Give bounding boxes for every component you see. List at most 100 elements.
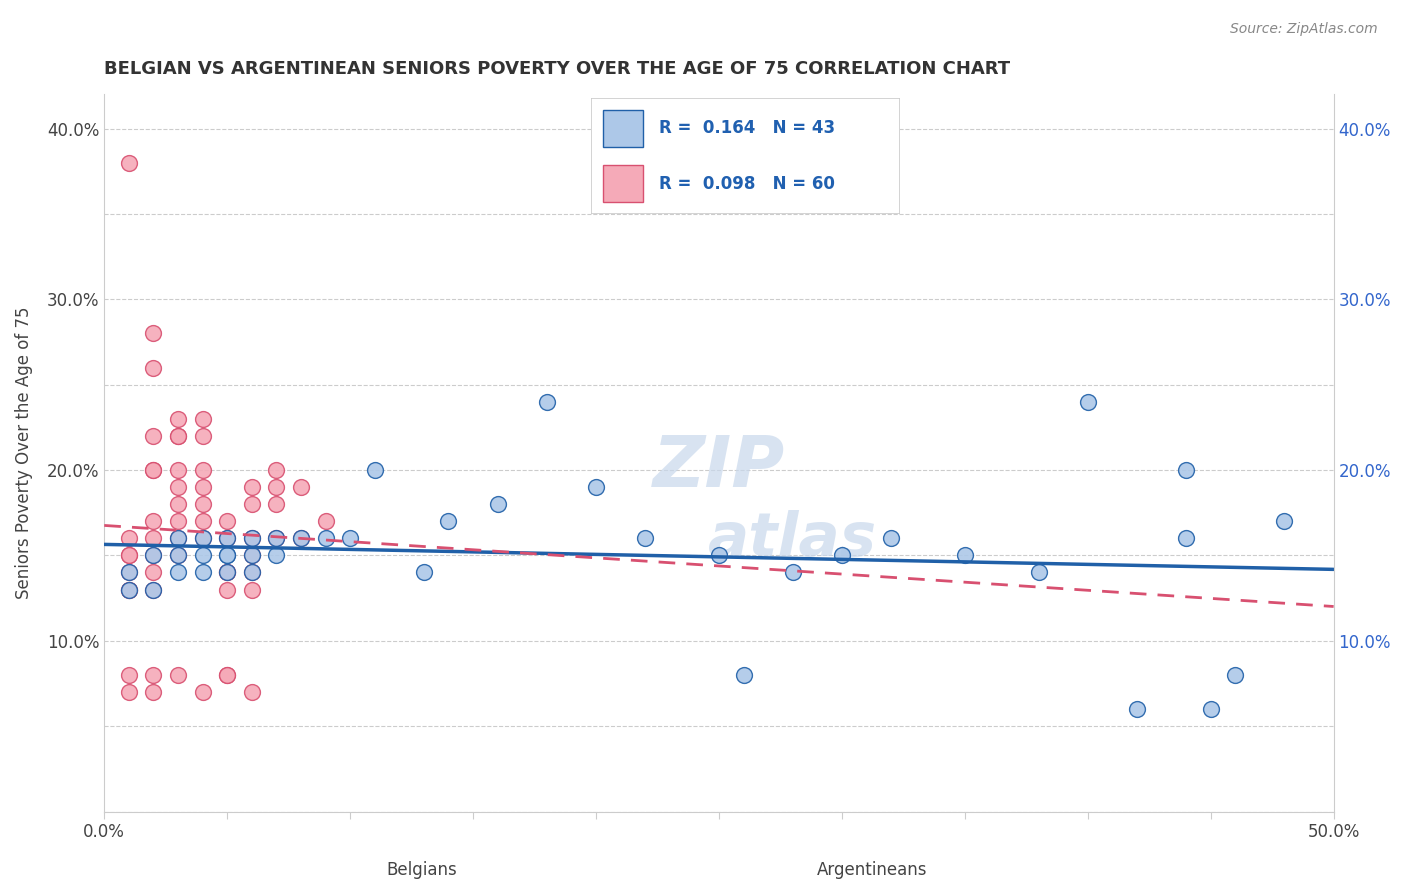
Point	[217, 549, 239, 563]
Point	[290, 480, 312, 494]
Bar	[603, 110, 643, 147]
Point	[953, 549, 976, 563]
Point	[167, 532, 190, 546]
Point	[240, 480, 263, 494]
Point	[782, 566, 804, 580]
Point	[142, 326, 165, 341]
Point	[118, 549, 141, 563]
Point	[191, 532, 214, 546]
Point	[118, 566, 141, 580]
Point	[118, 549, 141, 563]
Point	[167, 514, 190, 528]
Point	[142, 463, 165, 477]
Point	[339, 532, 361, 546]
Point	[217, 532, 239, 546]
Point	[217, 566, 239, 580]
Point	[290, 532, 312, 546]
Point	[364, 463, 387, 477]
Point	[142, 582, 165, 597]
Point	[217, 549, 239, 563]
Point	[240, 566, 263, 580]
Point	[266, 463, 288, 477]
Text: ZIP: ZIP	[652, 433, 785, 502]
Point	[191, 497, 214, 511]
Point	[217, 514, 239, 528]
Point	[167, 429, 190, 443]
Point	[167, 668, 190, 682]
Point	[167, 412, 190, 426]
Point	[315, 514, 337, 528]
Text: Source: ZipAtlas.com: Source: ZipAtlas.com	[1230, 22, 1378, 37]
Point	[167, 549, 190, 563]
Point	[1274, 514, 1296, 528]
Point	[167, 532, 190, 546]
Point	[167, 549, 190, 563]
Point	[1028, 566, 1050, 580]
Point	[118, 685, 141, 699]
Point	[707, 549, 730, 563]
Point	[118, 582, 141, 597]
Point	[831, 549, 853, 563]
Point	[118, 668, 141, 682]
Point	[240, 685, 263, 699]
Point	[266, 480, 288, 494]
Point	[191, 463, 214, 477]
Point	[191, 685, 214, 699]
Point	[217, 566, 239, 580]
Point	[1175, 463, 1198, 477]
Point	[142, 429, 165, 443]
Point	[315, 532, 337, 546]
Point	[142, 566, 165, 580]
Point	[217, 566, 239, 580]
Point	[167, 497, 190, 511]
Text: R =  0.164   N = 43: R = 0.164 N = 43	[658, 120, 835, 137]
Point	[118, 566, 141, 580]
Point	[118, 582, 141, 597]
Text: BELGIAN VS ARGENTINEAN SENIORS POVERTY OVER THE AGE OF 75 CORRELATION CHART: BELGIAN VS ARGENTINEAN SENIORS POVERTY O…	[104, 60, 1011, 78]
Point	[191, 412, 214, 426]
Point	[167, 429, 190, 443]
Point	[266, 497, 288, 511]
Point	[142, 582, 165, 597]
Text: R =  0.098   N = 60: R = 0.098 N = 60	[658, 175, 834, 193]
Point	[191, 429, 214, 443]
Point	[142, 463, 165, 477]
Point	[240, 566, 263, 580]
Bar	[603, 165, 643, 202]
Point	[142, 532, 165, 546]
Point	[1199, 702, 1222, 716]
Text: Argentineans: Argentineans	[817, 861, 927, 879]
Point	[437, 514, 460, 528]
Point	[585, 480, 607, 494]
Text: Belgians: Belgians	[387, 861, 457, 879]
Point	[217, 582, 239, 597]
Point	[266, 532, 288, 546]
Point	[142, 549, 165, 563]
Point	[142, 668, 165, 682]
Point	[191, 514, 214, 528]
Point	[536, 394, 558, 409]
Point	[191, 480, 214, 494]
Point	[240, 532, 263, 546]
Point	[217, 668, 239, 682]
Point	[290, 532, 312, 546]
Point	[217, 668, 239, 682]
Point	[191, 566, 214, 580]
Point	[167, 480, 190, 494]
Point	[217, 532, 239, 546]
Point	[240, 549, 263, 563]
Point	[240, 532, 263, 546]
Point	[118, 532, 141, 546]
FancyBboxPatch shape	[591, 98, 900, 214]
Point	[1175, 532, 1198, 546]
Point	[240, 582, 263, 597]
Point	[142, 549, 165, 563]
Text: atlas: atlas	[709, 509, 877, 568]
Point	[486, 497, 509, 511]
Point	[266, 549, 288, 563]
Point	[118, 155, 141, 169]
Point	[1077, 394, 1099, 409]
Point	[880, 532, 903, 546]
Point	[240, 497, 263, 511]
Point	[142, 685, 165, 699]
